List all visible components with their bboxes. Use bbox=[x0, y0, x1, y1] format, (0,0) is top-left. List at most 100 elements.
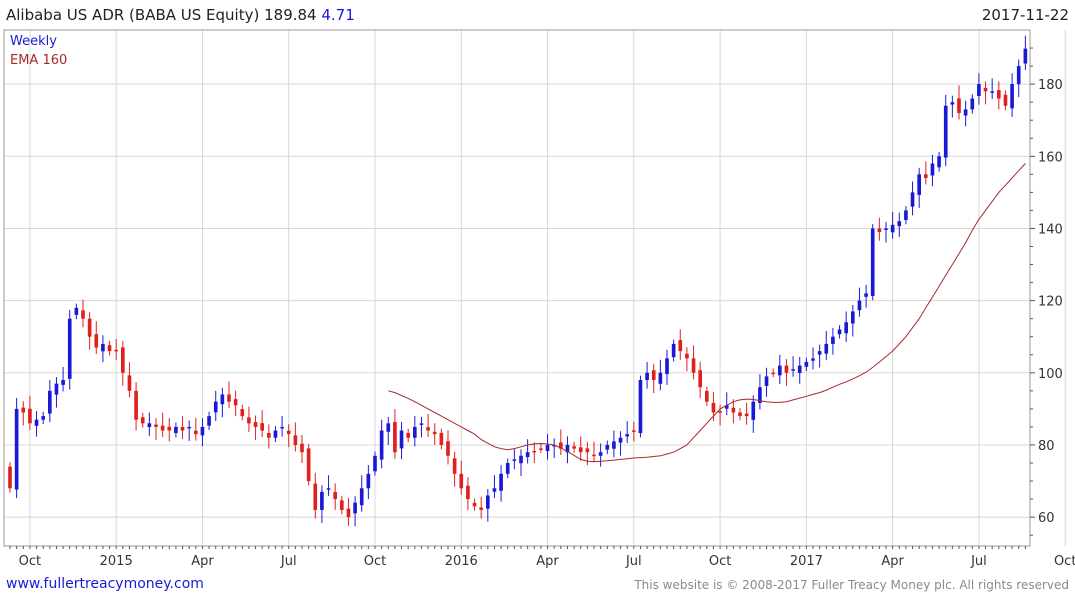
candle-body bbox=[187, 426, 192, 429]
candle-body bbox=[207, 416, 211, 426]
candle-body bbox=[996, 90, 1001, 99]
candle-body bbox=[685, 353, 689, 359]
candle bbox=[864, 284, 868, 308]
candle-body bbox=[983, 87, 988, 92]
candle bbox=[200, 418, 205, 447]
x-tick-label: Oct bbox=[364, 554, 386, 569]
candle bbox=[658, 359, 663, 391]
candle bbox=[525, 439, 530, 464]
candle-body bbox=[300, 443, 304, 453]
candle-body bbox=[631, 430, 636, 432]
candle-body bbox=[592, 454, 596, 457]
x-tick-label: 2017 bbox=[790, 554, 823, 569]
candle bbox=[943, 94, 948, 167]
candle bbox=[539, 444, 543, 453]
candle-body bbox=[877, 228, 882, 233]
candle-body bbox=[638, 380, 643, 434]
candle-body bbox=[432, 431, 437, 435]
candle bbox=[844, 311, 849, 342]
website-link[interactable]: www.fullertreacymoney.com bbox=[6, 576, 204, 592]
y-tick-label: 60 bbox=[1038, 511, 1055, 526]
candle-body bbox=[970, 98, 975, 110]
candle-body bbox=[525, 452, 530, 458]
security-title: Alibaba US ADR (BABA US Equity) 189.84 4… bbox=[6, 6, 355, 24]
candle bbox=[917, 167, 922, 208]
candle-body bbox=[870, 228, 875, 296]
candle-body bbox=[220, 394, 225, 405]
candle bbox=[685, 347, 689, 372]
candle bbox=[884, 221, 888, 243]
candle bbox=[320, 485, 324, 523]
candle bbox=[598, 443, 603, 467]
candlesticks bbox=[8, 35, 1028, 527]
candle bbox=[485, 488, 490, 522]
candle bbox=[393, 409, 397, 459]
candle bbox=[21, 401, 26, 426]
chart-header: Alibaba US ADR (BABA US Equity) 189.84 4… bbox=[0, 0, 1075, 30]
candle bbox=[280, 416, 284, 437]
candle-body bbox=[154, 424, 158, 427]
candle bbox=[81, 299, 85, 328]
candle bbox=[346, 497, 351, 526]
candle bbox=[187, 420, 192, 441]
candle bbox=[704, 386, 709, 406]
candle bbox=[300, 435, 304, 464]
candle-body bbox=[346, 508, 351, 518]
candle bbox=[154, 418, 158, 440]
candle-body bbox=[114, 349, 119, 352]
candle bbox=[466, 477, 470, 510]
candle bbox=[532, 442, 537, 464]
candle bbox=[472, 498, 477, 511]
candle bbox=[1003, 90, 1008, 111]
y-tick-label: 100 bbox=[1038, 367, 1063, 382]
candle bbox=[870, 224, 875, 301]
candle-body bbox=[811, 358, 815, 361]
candle-body bbox=[658, 372, 663, 384]
candle bbox=[625, 421, 630, 443]
candle bbox=[837, 325, 842, 339]
candle bbox=[406, 428, 411, 443]
legend-ema: EMA 160 bbox=[10, 53, 67, 68]
candle-body bbox=[897, 221, 902, 227]
candle-body bbox=[1003, 94, 1008, 106]
candle bbox=[678, 329, 683, 360]
candle bbox=[266, 424, 271, 449]
candle-body bbox=[200, 426, 205, 436]
candle-body bbox=[379, 430, 384, 460]
candle-body bbox=[87, 318, 92, 337]
candle-body bbox=[764, 376, 769, 386]
candle-body bbox=[373, 455, 377, 472]
candle bbox=[359, 475, 364, 512]
candle-body bbox=[751, 401, 756, 420]
candle bbox=[233, 390, 238, 417]
candle-body bbox=[618, 437, 623, 443]
candle-body bbox=[1023, 48, 1028, 64]
candle bbox=[412, 416, 417, 447]
candle bbox=[120, 340, 125, 386]
candle bbox=[134, 382, 138, 431]
candle-body bbox=[273, 430, 278, 438]
candle-body bbox=[280, 426, 284, 429]
candle bbox=[764, 367, 769, 397]
candle-body bbox=[426, 427, 430, 431]
x-tick-label: Oct bbox=[1054, 554, 1075, 569]
candle bbox=[631, 421, 636, 442]
candle bbox=[983, 81, 988, 105]
candle-body bbox=[247, 417, 251, 424]
candle-body bbox=[21, 407, 26, 413]
candle bbox=[1010, 73, 1014, 117]
candle-body bbox=[313, 483, 318, 510]
candle-body bbox=[134, 390, 138, 420]
candle-body bbox=[485, 495, 490, 509]
candle-body bbox=[691, 358, 696, 373]
candle bbox=[419, 416, 424, 438]
candle-body bbox=[990, 91, 995, 93]
candle bbox=[399, 421, 404, 460]
candle-body bbox=[943, 105, 948, 158]
candle bbox=[738, 408, 742, 421]
candle bbox=[313, 472, 318, 519]
candle-body bbox=[492, 488, 497, 492]
candle bbox=[963, 100, 968, 127]
candle-body bbox=[107, 345, 112, 352]
candle-body bbox=[884, 228, 888, 230]
